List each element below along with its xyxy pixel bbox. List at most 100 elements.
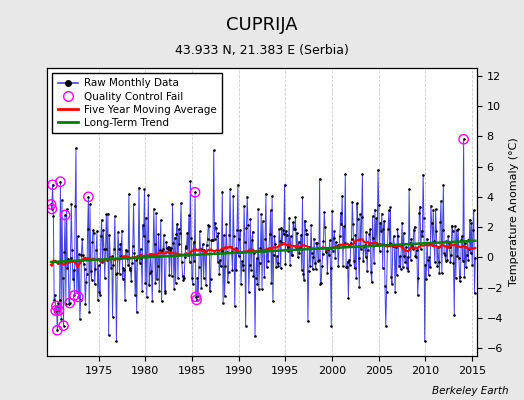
Point: [224, 269, 233, 275]
Point: [190, 258, 199, 264]
Point: [188, 275, 196, 282]
Point: [124, 262, 132, 268]
Point: [113, 270, 122, 276]
Point: [425, 254, 433, 261]
Point: [399, 264, 407, 270]
Point: [330, 235, 338, 241]
Point: [373, 241, 381, 247]
Point: [200, 247, 209, 253]
Point: [313, 240, 321, 246]
Point: [422, 276, 430, 282]
Point: [287, 252, 296, 258]
Point: [128, 259, 136, 266]
Point: [367, 279, 376, 285]
Point: [53, 327, 61, 334]
Point: [135, 184, 143, 191]
Point: [380, 218, 388, 224]
Point: [367, 269, 375, 276]
Point: [104, 332, 113, 338]
Point: [312, 240, 321, 246]
Point: [403, 254, 412, 260]
Point: [290, 226, 298, 232]
Point: [329, 247, 337, 254]
Point: [134, 253, 143, 259]
Point: [52, 303, 61, 309]
Point: [374, 166, 382, 173]
Point: [451, 222, 459, 229]
Point: [161, 290, 170, 296]
Point: [266, 207, 275, 214]
Point: [336, 209, 345, 216]
Point: [204, 222, 213, 228]
Point: [402, 264, 411, 271]
Point: [463, 237, 472, 243]
Point: [51, 292, 59, 298]
Point: [123, 255, 132, 261]
Point: [73, 233, 82, 240]
Point: [242, 322, 250, 329]
Point: [427, 202, 435, 209]
Point: [423, 236, 431, 242]
Point: [234, 182, 242, 188]
Point: [139, 233, 148, 239]
Point: [378, 210, 386, 217]
Point: [272, 264, 280, 270]
Point: [246, 216, 255, 222]
Point: [96, 291, 104, 298]
Point: [418, 227, 426, 234]
Point: [442, 238, 451, 244]
Point: [57, 316, 66, 322]
Point: [410, 227, 418, 233]
Point: [253, 255, 261, 262]
Point: [166, 246, 174, 253]
Point: [334, 263, 343, 270]
Point: [197, 285, 205, 292]
Point: [465, 246, 473, 252]
Point: [181, 243, 190, 249]
Point: [441, 252, 449, 258]
Point: [398, 220, 406, 226]
Point: [56, 178, 64, 185]
Point: [261, 191, 270, 197]
Point: [70, 292, 79, 298]
Point: [70, 292, 79, 298]
Point: [370, 260, 378, 266]
Point: [232, 267, 241, 273]
Point: [196, 246, 205, 252]
Point: [259, 248, 268, 254]
Point: [195, 228, 204, 234]
Point: [351, 265, 359, 272]
Point: [235, 236, 244, 242]
Point: [149, 252, 157, 258]
Point: [140, 186, 149, 192]
Point: [298, 267, 306, 273]
Point: [361, 242, 369, 248]
Point: [274, 260, 282, 266]
Point: [69, 276, 77, 282]
Point: [356, 211, 364, 218]
Point: [346, 262, 354, 268]
Point: [53, 327, 61, 334]
Point: [467, 220, 476, 226]
Point: [319, 238, 328, 244]
Point: [110, 245, 118, 252]
Point: [379, 226, 388, 233]
Point: [296, 244, 304, 250]
Point: [263, 246, 271, 253]
Point: [238, 262, 247, 268]
Point: [163, 245, 171, 251]
Point: [170, 286, 178, 292]
Point: [145, 282, 154, 288]
Point: [242, 225, 250, 232]
Text: Berkeley Earth: Berkeley Earth: [432, 386, 508, 396]
Point: [323, 270, 332, 276]
Point: [438, 270, 446, 276]
Point: [344, 295, 353, 301]
Point: [179, 277, 188, 283]
Point: [215, 271, 223, 278]
Point: [445, 240, 453, 246]
Point: [176, 230, 184, 236]
Point: [207, 237, 215, 243]
Point: [319, 250, 327, 257]
Point: [381, 283, 389, 289]
